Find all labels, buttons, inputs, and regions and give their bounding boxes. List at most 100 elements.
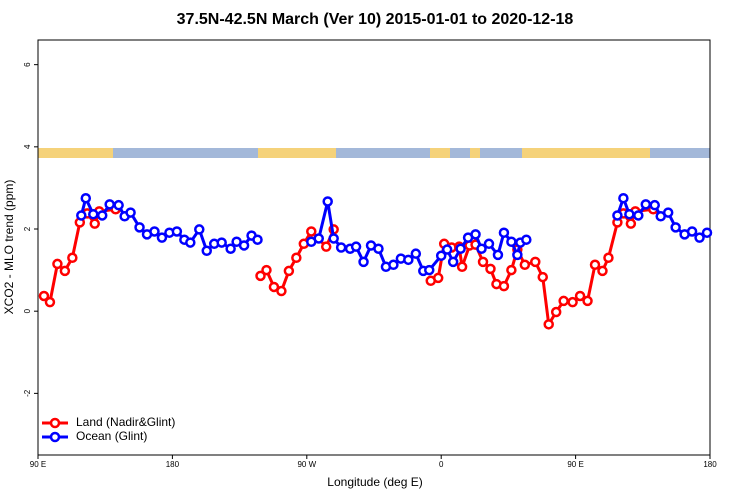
data-point [216, 237, 227, 248]
data-point [624, 208, 635, 220]
data-point [662, 207, 674, 218]
data-point [194, 224, 205, 235]
x-tick-label: 0 [439, 460, 444, 469]
x-tick-label: 90 E [30, 460, 46, 469]
data-point [477, 256, 489, 268]
data-point [104, 199, 115, 210]
data-point [89, 218, 100, 229]
chart-title: 37.5N-42.5N March (Ver 10) 2015-01-01 to… [177, 11, 574, 28]
data-point [558, 295, 569, 307]
land-strip [38, 148, 113, 158]
y-tick-label: -2 [23, 389, 32, 397]
data-point [625, 218, 637, 229]
land-strip [258, 148, 336, 158]
data-point [328, 233, 339, 244]
land-strip [470, 148, 480, 158]
data-point [435, 250, 447, 261]
data-point [649, 199, 660, 211]
data-point [88, 208, 99, 220]
data-point [322, 196, 333, 207]
data-point [694, 232, 705, 243]
x-tick-label: 90 E [567, 460, 583, 469]
data-point [506, 236, 517, 247]
data-point [291, 252, 302, 264]
data-point [313, 233, 324, 244]
data-point [261, 264, 272, 276]
data-point [76, 210, 87, 221]
data-point [276, 285, 287, 297]
y-axis-label: XCO2 - MLO trend (ppm) [2, 180, 16, 315]
ocean-strip [38, 148, 710, 158]
plot-frame [37, 39, 711, 456]
data-point [52, 258, 63, 270]
x-axis-label: Longitude (deg E) [327, 475, 422, 489]
data-point [574, 290, 586, 302]
data-point [113, 199, 124, 211]
data-point [670, 222, 681, 233]
data-point [44, 296, 56, 308]
legend-label: Land (Nadir&Glint) [76, 415, 175, 429]
x-tick-label: 180 [703, 460, 717, 469]
data-point [483, 238, 495, 250]
x-tick-label: 90 W [297, 460, 316, 469]
data-point [543, 319, 554, 330]
data-point [521, 234, 532, 245]
legend-marker [49, 417, 61, 429]
data-point [38, 290, 50, 302]
data-point [498, 280, 510, 292]
land-strip [430, 148, 450, 158]
data-point [96, 210, 108, 221]
data-point [255, 270, 266, 282]
data-point [156, 232, 168, 243]
data-point [403, 254, 414, 266]
y-tick-label: 6 [23, 62, 32, 67]
data-point [225, 243, 236, 254]
data-point [268, 281, 280, 293]
data-point [67, 252, 78, 264]
data-point [512, 249, 523, 261]
data-point [537, 271, 548, 283]
data-point [59, 265, 71, 277]
data-point [612, 210, 623, 221]
data-point [388, 259, 399, 271]
data-point [185, 237, 196, 248]
data-point [519, 259, 531, 271]
data-point [134, 222, 145, 233]
data-point [686, 226, 698, 237]
data-point [447, 256, 459, 268]
data-point [125, 207, 136, 218]
data-point [530, 256, 541, 268]
map-strip [38, 148, 710, 158]
data-point [201, 245, 212, 257]
data-point [550, 306, 562, 318]
data-point [640, 199, 652, 210]
data-point [567, 296, 578, 308]
data-point [470, 229, 481, 240]
data-point [485, 263, 496, 275]
data-point [498, 227, 510, 238]
data-point [492, 249, 504, 261]
x-tick-label: 180 [166, 460, 180, 469]
y-tick-label: 4 [23, 144, 32, 149]
data-point [441, 244, 453, 255]
data-point [633, 210, 644, 221]
legend-marker [49, 431, 61, 443]
data-point [320, 241, 332, 252]
data-point [350, 241, 362, 252]
data-point [306, 226, 317, 237]
data-point [589, 259, 601, 271]
y-tick-label: 2 [23, 226, 32, 231]
data-point [80, 192, 92, 204]
data-point [358, 256, 369, 268]
data-point [335, 242, 347, 253]
data-point [410, 248, 422, 259]
y-tick-label: 0 [23, 308, 32, 313]
data-point [506, 264, 517, 276]
data-point [424, 264, 435, 276]
data-point [238, 240, 250, 251]
data-point [283, 265, 295, 277]
data-point [149, 226, 160, 237]
data-point [701, 227, 713, 238]
data-point [582, 295, 593, 307]
